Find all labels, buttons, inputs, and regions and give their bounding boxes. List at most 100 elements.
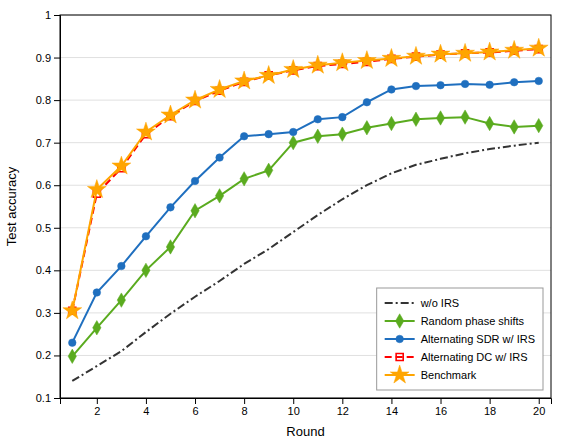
series bbox=[63, 38, 548, 318]
series-marker bbox=[137, 122, 156, 140]
y-tick-label: 1 bbox=[45, 9, 51, 21]
legend-item: Alternating DC w/ IRS bbox=[385, 351, 528, 363]
series-marker bbox=[388, 86, 396, 94]
y-tick: 0.6 bbox=[36, 179, 60, 191]
x-tick-label: 12 bbox=[337, 405, 349, 417]
series-marker bbox=[68, 339, 76, 347]
y-tick-mark bbox=[54, 100, 60, 101]
series-marker bbox=[431, 44, 450, 62]
x-tick-mark bbox=[441, 398, 442, 404]
series-marker bbox=[161, 105, 180, 123]
x-tick: 4 bbox=[143, 398, 149, 417]
plot-frame bbox=[60, 15, 551, 398]
x-axis-line bbox=[61, 399, 552, 405]
legend-box bbox=[377, 288, 543, 390]
series-marker bbox=[308, 55, 327, 73]
x-tick: 2 bbox=[94, 398, 100, 417]
legend-item: w/o IRS bbox=[385, 297, 460, 309]
series-marker bbox=[117, 293, 125, 307]
y-tick-label: 0.2 bbox=[36, 349, 51, 361]
series-marker bbox=[68, 349, 76, 363]
series-marker bbox=[142, 263, 150, 277]
x-tick-mark bbox=[539, 398, 540, 404]
series-marker bbox=[166, 240, 174, 254]
series-marker bbox=[186, 90, 205, 108]
y-tick-mark bbox=[54, 185, 60, 186]
legend-item: Alternating SDR w/ IRS bbox=[385, 333, 535, 345]
series-line bbox=[72, 117, 538, 356]
x-tick-label: 18 bbox=[484, 405, 496, 417]
x-tick: 12 bbox=[337, 398, 349, 417]
series-marker bbox=[118, 262, 126, 270]
series-marker bbox=[215, 189, 223, 203]
series-marker bbox=[382, 49, 401, 67]
x-tick-mark bbox=[97, 398, 98, 404]
x-tick-mark bbox=[490, 398, 491, 404]
y-tick: 0.7 bbox=[36, 137, 60, 149]
series-marker bbox=[339, 113, 347, 121]
y-grid-line bbox=[60, 270, 551, 271]
series-marker bbox=[284, 60, 303, 78]
x-tick: 8 bbox=[242, 398, 248, 417]
y-tick-mark bbox=[54, 398, 60, 399]
series-marker bbox=[529, 38, 548, 56]
legend-label: Random phase shifts bbox=[421, 315, 525, 327]
series-marker bbox=[112, 156, 131, 174]
series-marker bbox=[333, 53, 352, 71]
series-marker bbox=[535, 77, 543, 85]
series-marker bbox=[142, 233, 150, 241]
series-marker bbox=[456, 43, 475, 61]
y-tick-mark bbox=[54, 313, 60, 314]
series-marker bbox=[510, 78, 518, 86]
series-marker bbox=[363, 98, 371, 106]
legend-label: w/o IRS bbox=[420, 297, 460, 309]
series-marker bbox=[363, 121, 371, 135]
y-axis-title: Test accuracy bbox=[4, 166, 19, 246]
x-tick-mark bbox=[244, 398, 245, 404]
series-marker bbox=[265, 163, 273, 177]
series-marker bbox=[210, 80, 229, 98]
series-marker bbox=[412, 112, 420, 126]
y-tick: 0.1 bbox=[36, 392, 60, 404]
plot: 24681012141618200.10.20.30.40.50.60.70.8… bbox=[36, 9, 552, 417]
chart: 24681012141618200.10.20.30.40.50.60.70.8… bbox=[0, 0, 566, 446]
series-marker bbox=[510, 120, 518, 134]
y-tick-label: 0.7 bbox=[36, 137, 51, 149]
legend-marker bbox=[396, 353, 403, 360]
series-marker bbox=[240, 172, 248, 186]
series bbox=[69, 46, 543, 315]
series-marker bbox=[461, 80, 469, 88]
y-tick-mark bbox=[54, 355, 60, 356]
series-marker bbox=[191, 177, 199, 185]
grid bbox=[60, 15, 551, 398]
y-tick: 0.4 bbox=[36, 264, 60, 276]
series-line bbox=[72, 49, 538, 311]
legend-label: Alternating DC w/ IRS bbox=[421, 351, 528, 363]
x-tick-label: 16 bbox=[435, 405, 447, 417]
series-marker bbox=[240, 132, 248, 140]
series-marker bbox=[167, 204, 175, 212]
x-tick: 18 bbox=[484, 398, 496, 417]
series-marker bbox=[314, 129, 322, 143]
y-tick: 1 bbox=[45, 9, 60, 21]
legend-swatch bbox=[385, 356, 415, 358]
series-marker bbox=[437, 81, 445, 89]
x-tick-label: 6 bbox=[192, 405, 198, 417]
x-tick: 14 bbox=[386, 398, 398, 417]
series-marker bbox=[93, 321, 101, 335]
y-tick-mark bbox=[54, 228, 60, 229]
y-grid-line bbox=[60, 227, 551, 228]
x-tick-mark bbox=[146, 398, 147, 404]
series-marker bbox=[505, 40, 524, 58]
y-tick: 0.2 bbox=[36, 349, 60, 361]
x-tick-label: 20 bbox=[533, 405, 545, 417]
y-tick-label: 0.1 bbox=[36, 392, 51, 404]
series-marker bbox=[338, 127, 346, 141]
series-marker bbox=[289, 135, 297, 149]
series-marker bbox=[289, 128, 297, 136]
legend-marker bbox=[396, 335, 404, 343]
legend: w/o IRS Random phase shifts Alternating SD… bbox=[377, 288, 543, 390]
x-axis-title: Round bbox=[286, 424, 324, 439]
y-grid-line bbox=[60, 57, 551, 58]
x-tick-label: 8 bbox=[242, 405, 248, 417]
